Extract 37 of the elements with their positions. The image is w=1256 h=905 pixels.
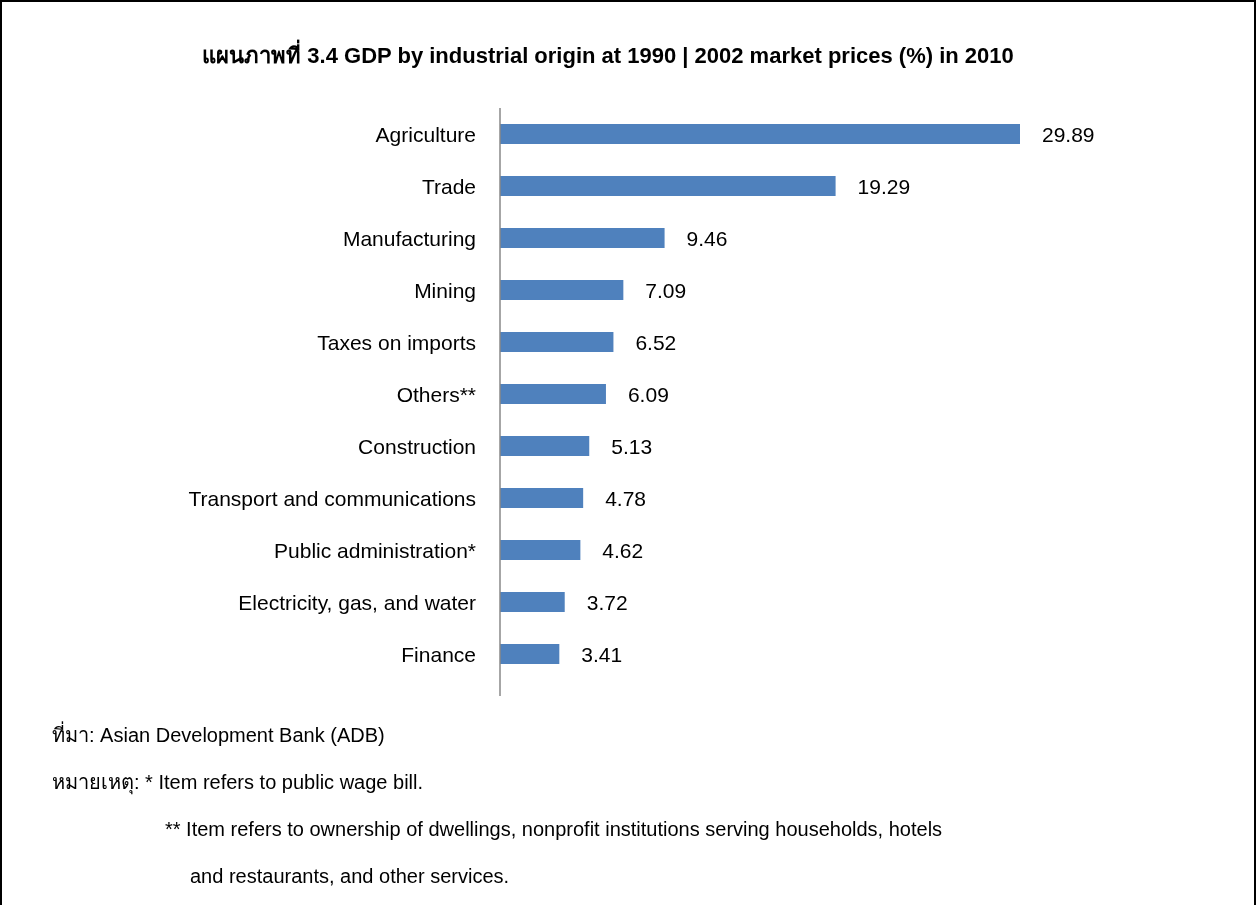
data-label: 6.52 — [635, 330, 677, 354]
text: ** Item refers to ownership of dwellings, nonprofit institutions serving households, hotels and restaurants, and other services. — [165, 818, 943, 887]
y-tick-label: Public administration* — [274, 538, 476, 562]
y-tick-label: Transport and communications — [188, 486, 476, 510]
chart-title: แผนภาพที่ 3.4 GDP by industrial origin at 1990 | 2002 market prices (%) in 2010 — [202, 38, 1014, 68]
data-label: 4.62 — [602, 538, 644, 562]
data-label: 4.78 — [605, 486, 647, 510]
bar — [500, 332, 614, 352]
y-tick-label: Construction — [358, 434, 476, 458]
bar — [500, 488, 584, 508]
bar — [500, 384, 606, 404]
text: ที่มา: Asian Development Bank (ADB) — [52, 721, 385, 746]
data-label: 5.13 — [611, 434, 653, 458]
data-label: 19.29 — [857, 174, 911, 198]
y-tick-label: Mining — [414, 278, 476, 302]
y-tick-label: Taxes on imports — [317, 330, 476, 354]
data-label: 7.09 — [645, 278, 687, 302]
bar — [500, 592, 565, 612]
y-tick-label: Electricity, gas, and water — [238, 590, 476, 614]
bar — [500, 124, 1020, 144]
y-tick-label: Trade — [421, 174, 476, 198]
text: หมายเหตุ: * Item refers to public wage bill. — [52, 771, 424, 795]
bar — [500, 228, 665, 248]
data-label: 6.09 — [627, 382, 669, 406]
bar — [500, 280, 624, 300]
data-label: 9.46 — [686, 226, 728, 250]
data-label: 3.72 — [586, 590, 628, 614]
y-tick-label: Manufacturing — [342, 226, 476, 250]
y-tick-label: Finance — [401, 642, 476, 666]
data-label: 29.89 — [1042, 122, 1095, 146]
data-label: 3.41 — [581, 642, 623, 666]
y-tick-label: Others** — [396, 382, 476, 406]
y-tick-label: Agriculture — [375, 122, 476, 146]
bar — [500, 540, 581, 560]
bar — [500, 644, 560, 664]
bar — [500, 436, 590, 456]
bar — [500, 176, 836, 196]
